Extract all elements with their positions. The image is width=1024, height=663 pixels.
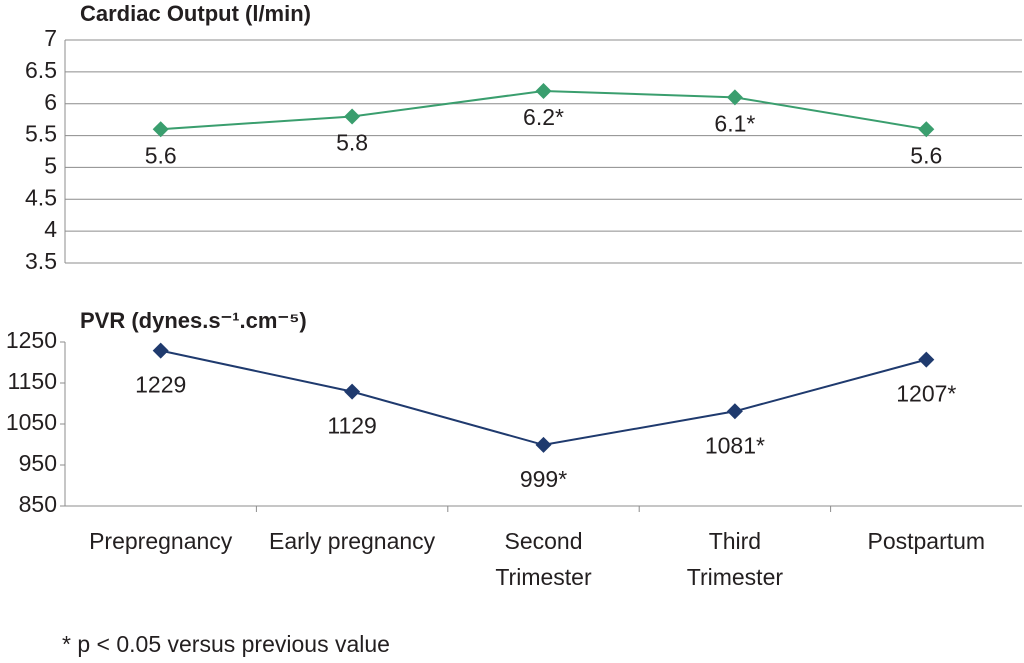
data-label: 1081* [705,432,765,458]
x-tick-label: Postpartum [867,528,985,554]
y-tick-label: 850 [19,491,57,517]
y-tick-label: 7 [44,25,57,51]
data-point [152,342,169,359]
y-tick-label: 4.5 [25,184,57,210]
data-label: 5.8 [336,130,368,156]
chart-title: Cardiac Output (l/min) [80,1,311,26]
data-point [726,403,743,420]
y-tick-label: 950 [19,450,57,476]
data-point [344,108,361,125]
y-tick-label: 3.5 [25,248,57,274]
data-label: 6.1* [714,110,755,136]
y-tick-label: 5.5 [25,121,57,147]
x-tick-label: Second Trimester [495,528,592,590]
data-label: 5.6 [145,142,177,168]
y-tick-label: 5 [44,153,57,179]
data-point [344,383,361,400]
data-label: 6.2* [523,104,564,130]
data-point [918,351,935,368]
footnote: * p < 0.05 versus previous value [62,631,390,657]
x-tick-label: Prepregnancy [89,528,233,554]
data-point [152,121,169,138]
data-label: 1229 [135,372,186,398]
y-tick-label: 4 [44,216,57,242]
data-label: 1129 [327,413,376,439]
y-tick-label: 1250 [6,327,57,353]
data-point [726,89,743,106]
y-tick-label: 6.5 [25,57,57,83]
y-tick-label: 1150 [8,368,57,394]
x-tick-label: Third Trimester [687,528,784,590]
data-label: 5.6 [910,142,942,168]
y-tick-label: 1050 [6,409,57,435]
data-label: 1207* [896,381,956,407]
y-tick-label: 6 [44,89,57,115]
chart-title: PVR (dynes.s⁻¹.cm⁻⁵) [80,308,307,333]
data-point [918,121,935,138]
data-point [535,436,552,453]
x-tick-label: Early pregnancy [269,528,436,554]
data-label: 999* [520,466,567,492]
series-line [160,349,927,446]
data-point [535,82,552,99]
